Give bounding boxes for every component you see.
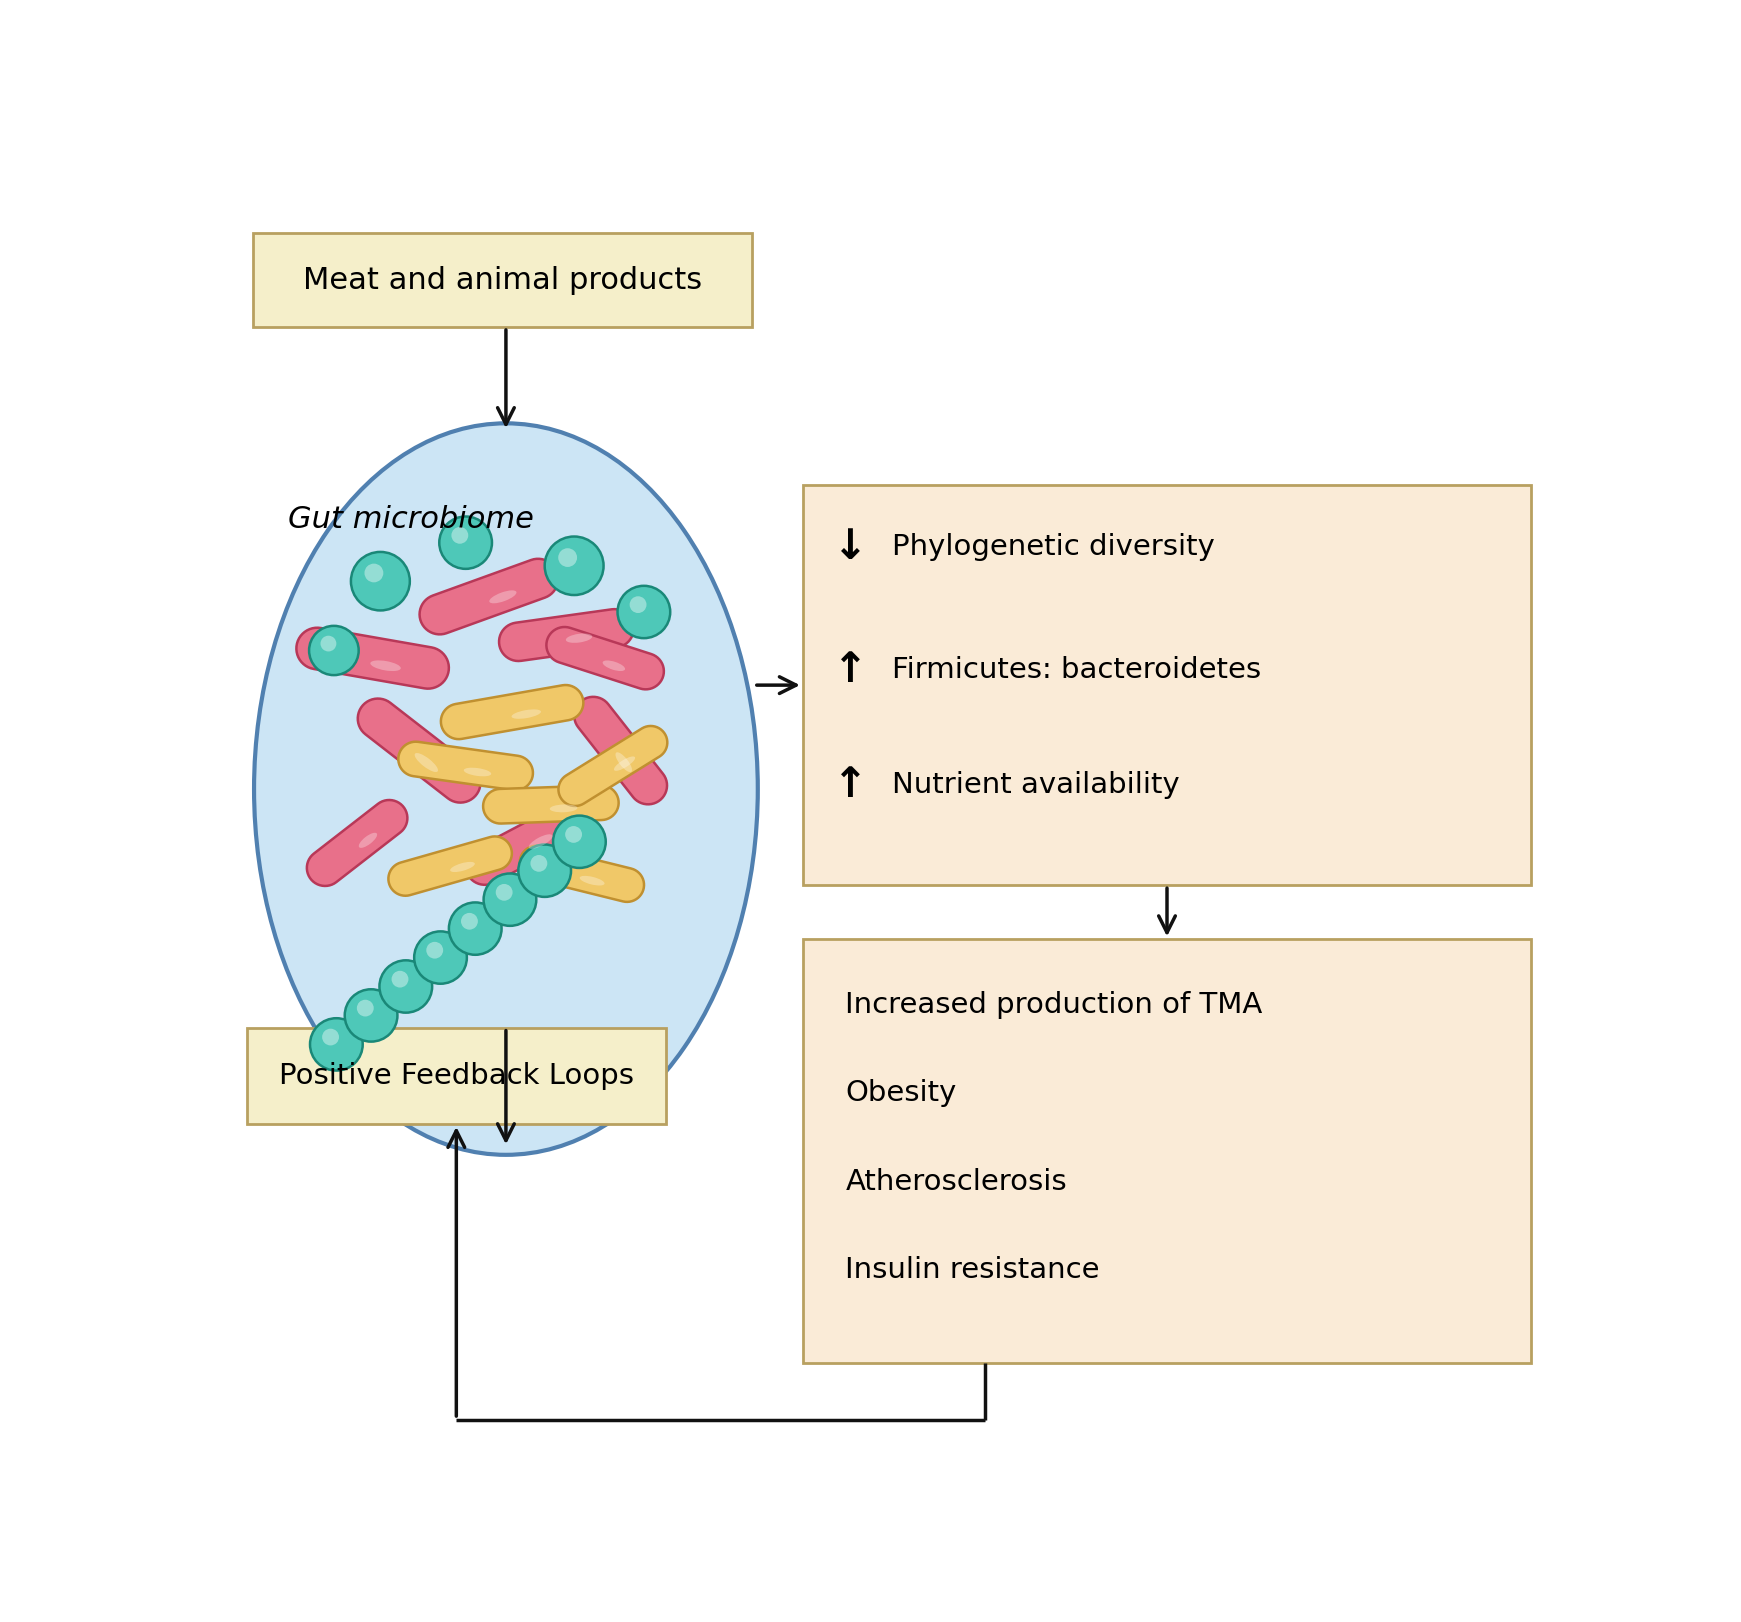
Polygon shape — [482, 785, 618, 824]
Polygon shape — [500, 610, 634, 662]
Polygon shape — [440, 684, 583, 740]
Circle shape — [496, 884, 512, 900]
Text: Positive Feedback Loops: Positive Feedback Loops — [279, 1062, 634, 1090]
Polygon shape — [575, 697, 667, 805]
Text: ↑: ↑ — [834, 649, 869, 691]
Circle shape — [364, 563, 383, 582]
Circle shape — [449, 902, 501, 955]
Polygon shape — [399, 741, 533, 790]
Circle shape — [345, 989, 397, 1041]
FancyBboxPatch shape — [803, 485, 1532, 886]
Circle shape — [484, 874, 536, 926]
Polygon shape — [420, 560, 559, 634]
Circle shape — [322, 1028, 339, 1046]
Circle shape — [618, 586, 670, 637]
Ellipse shape — [254, 423, 757, 1155]
Circle shape — [566, 826, 581, 843]
Ellipse shape — [529, 834, 552, 848]
Circle shape — [519, 845, 571, 897]
Circle shape — [461, 913, 477, 929]
Text: Gut microbiome: Gut microbiome — [289, 504, 534, 534]
Polygon shape — [359, 699, 481, 803]
Ellipse shape — [602, 660, 625, 672]
Circle shape — [559, 548, 576, 568]
Circle shape — [451, 527, 468, 543]
FancyBboxPatch shape — [247, 1028, 665, 1124]
Ellipse shape — [566, 634, 592, 642]
Circle shape — [357, 999, 374, 1017]
Text: ↑: ↑ — [834, 764, 869, 806]
Circle shape — [352, 551, 409, 610]
Ellipse shape — [580, 876, 604, 886]
Polygon shape — [296, 628, 449, 689]
Polygon shape — [306, 800, 407, 886]
Ellipse shape — [512, 709, 541, 719]
Ellipse shape — [616, 753, 632, 772]
Circle shape — [320, 636, 336, 652]
Circle shape — [427, 942, 444, 959]
Ellipse shape — [414, 753, 439, 772]
Polygon shape — [547, 628, 663, 689]
Text: Obesity: Obesity — [846, 1079, 958, 1108]
Circle shape — [310, 1019, 362, 1071]
Text: Increased production of TMA: Increased production of TMA — [846, 991, 1262, 1019]
FancyBboxPatch shape — [803, 939, 1532, 1362]
Text: Phylogenetic diversity: Phylogenetic diversity — [891, 532, 1215, 561]
Circle shape — [392, 972, 409, 988]
Ellipse shape — [359, 832, 378, 848]
Ellipse shape — [451, 861, 475, 873]
Polygon shape — [559, 727, 667, 806]
Circle shape — [545, 537, 604, 595]
Ellipse shape — [550, 805, 578, 813]
Circle shape — [380, 960, 432, 1012]
FancyBboxPatch shape — [252, 234, 752, 328]
Circle shape — [531, 855, 547, 871]
Text: Atherosclerosis: Atherosclerosis — [846, 1168, 1067, 1195]
Text: Nutrient availability: Nutrient availability — [891, 770, 1180, 800]
Polygon shape — [521, 845, 644, 902]
Text: Firmicutes: bacteroidetes: Firmicutes: bacteroidetes — [891, 655, 1260, 684]
Circle shape — [554, 816, 606, 868]
Ellipse shape — [615, 756, 635, 770]
Ellipse shape — [489, 590, 517, 603]
Polygon shape — [388, 837, 512, 895]
Circle shape — [630, 597, 646, 613]
Text: Meat and animal products: Meat and animal products — [303, 266, 702, 295]
Circle shape — [439, 516, 493, 569]
Circle shape — [310, 626, 359, 675]
Text: Insulin resistance: Insulin resistance — [846, 1257, 1100, 1285]
Text: ↓: ↓ — [834, 526, 869, 568]
Circle shape — [414, 931, 467, 983]
Ellipse shape — [463, 767, 491, 777]
Ellipse shape — [371, 660, 400, 672]
Polygon shape — [465, 801, 590, 884]
